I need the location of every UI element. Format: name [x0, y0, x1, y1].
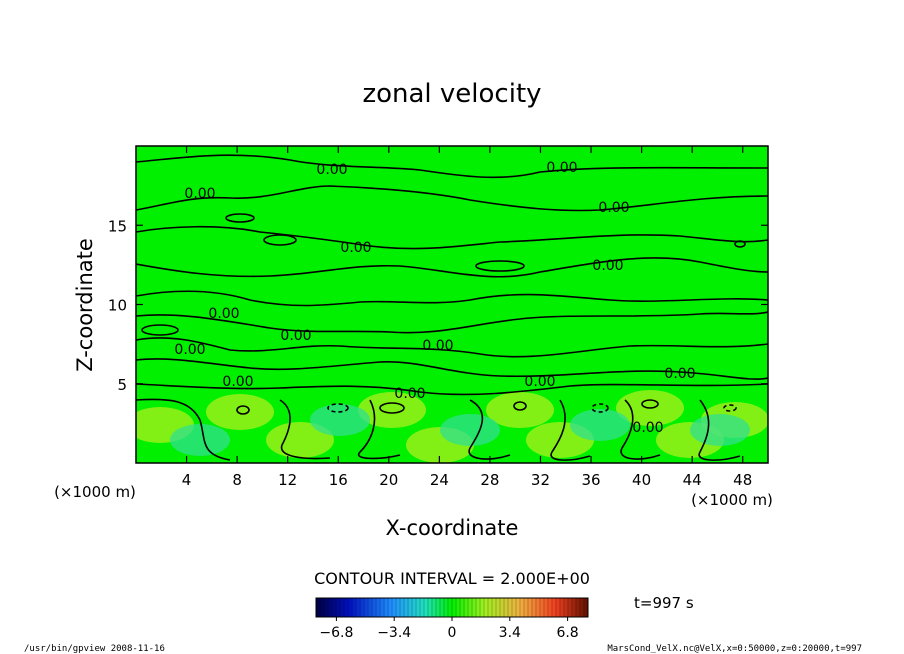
x-tick-label: 24	[430, 471, 449, 489]
y-tick-label: 5	[117, 376, 127, 394]
colorbar-tick-label: 6.8	[556, 625, 578, 641]
contour-line	[136, 311, 768, 334]
contour-line	[136, 383, 768, 396]
x-tick-label: 44	[683, 471, 702, 489]
contour-line	[475, 260, 525, 272]
contour-line	[357, 399, 401, 460]
negative-patch	[310, 404, 370, 436]
colorbar-tick-label: −3.4	[377, 625, 411, 641]
positive-patch	[206, 394, 274, 430]
contour-lines	[136, 154, 768, 461]
x-tick-label: 4	[182, 471, 192, 489]
contour-label: 0.00	[280, 328, 311, 344]
contour-label: 0.00	[598, 200, 629, 216]
x-tick-label: 40	[632, 471, 651, 489]
negative-patch	[170, 424, 230, 456]
contour-line	[734, 240, 746, 248]
contour-line	[698, 399, 741, 461]
contour-line	[379, 402, 405, 414]
footer-left: /usr/bin/gpview 2008-11-16	[24, 644, 165, 654]
contour-line	[723, 404, 737, 412]
contour-label: 0.00	[524, 374, 555, 390]
time-label: t=997 s	[634, 594, 694, 612]
y-axis: 5 10 15	[108, 217, 768, 394]
x-tick-label: 28	[480, 471, 499, 489]
x-tick-label: 16	[329, 471, 348, 489]
y-unit-label: (×1000 m)	[54, 483, 136, 501]
chart-title: zonal velocity	[362, 79, 541, 109]
contour-line	[136, 257, 768, 278]
contour-label: 0.00	[174, 342, 205, 358]
x-unit-label: (×1000 m)	[691, 491, 773, 509]
contour-label: 0.00	[340, 240, 371, 256]
contour-line	[136, 154, 768, 179]
x-tick-label: 12	[278, 471, 297, 489]
contour-label: 0.00	[184, 186, 215, 202]
contour-interval-text: CONTOUR INTERVAL = 2.000E+00	[314, 569, 590, 588]
field-patches	[136, 390, 768, 463]
colorbar: −6.8 −3.4 0 3.4 6.8	[315, 597, 589, 641]
contour-label: 0.00	[592, 258, 623, 274]
x-tick-label: 20	[379, 471, 398, 489]
contour-line	[641, 399, 659, 409]
contour-line	[550, 399, 591, 461]
y-axis-label: Z-coordinate	[73, 238, 97, 372]
contour-line	[136, 225, 768, 250]
contour-line	[279, 399, 331, 460]
contour-line	[136, 398, 231, 461]
contour-line	[327, 403, 349, 413]
contour-line	[263, 234, 297, 246]
contour-line	[591, 403, 609, 413]
footer-right: MarsCond_VelX.nc@VelX,x=0:50000,z=0:2000…	[607, 644, 862, 654]
contour-label: 0.00	[394, 386, 425, 402]
contour-label: 0.00	[632, 420, 663, 436]
contour-line	[136, 337, 768, 358]
contour-line	[141, 324, 179, 336]
contour-line	[136, 185, 768, 212]
x-axis: 4 8 12 16 20 24 28 32 36 40 44 48	[182, 146, 752, 489]
contour-line	[136, 290, 768, 307]
x-tick-label: 8	[232, 471, 242, 489]
contour-label: 0.00	[222, 374, 253, 390]
y-tick-label: 15	[108, 217, 127, 235]
x-tick-label: 36	[581, 471, 600, 489]
colorbar-tick-label: −6.8	[319, 625, 353, 641]
contour-line	[236, 405, 250, 415]
x-axis-label: X-coordinate	[386, 516, 519, 540]
x-tick-label: 32	[531, 471, 550, 489]
contour-label: 0.00	[422, 338, 453, 354]
contour-line	[513, 401, 527, 411]
contour-label: 0.00	[208, 306, 239, 322]
colorbar-tick-label: 0	[448, 625, 457, 641]
contour-label-group: 0.00 0.00 0.00 0.00 0.00 0.00 0.00 0.00 0.00 0.00…	[174, 160, 695, 436]
x-tick-label: 48	[733, 471, 752, 489]
y-tick-label: 10	[108, 297, 127, 315]
negative-patch	[440, 414, 500, 446]
plot-area: 0.00 0.00 0.00 0.00 0.00 0.00 0.00 0.00 0.00 0.00…	[135, 145, 769, 464]
colorbar-tick-label: 3.4	[499, 625, 521, 641]
positive-patch	[266, 422, 334, 458]
contour-line	[468, 399, 511, 460]
negative-patch	[690, 414, 750, 446]
contour-line	[136, 358, 768, 380]
contour-label: 0.00	[664, 366, 695, 382]
contour-label: 0.00	[316, 162, 347, 178]
colorbar-stripes	[319, 598, 585, 617]
contour-line	[620, 399, 661, 460]
contour-line	[225, 213, 255, 223]
colorbar-ticks: −6.8 −3.4 0 3.4 6.8	[319, 617, 579, 641]
contour-label: 0.00	[546, 160, 577, 176]
negative-patch	[570, 409, 630, 441]
